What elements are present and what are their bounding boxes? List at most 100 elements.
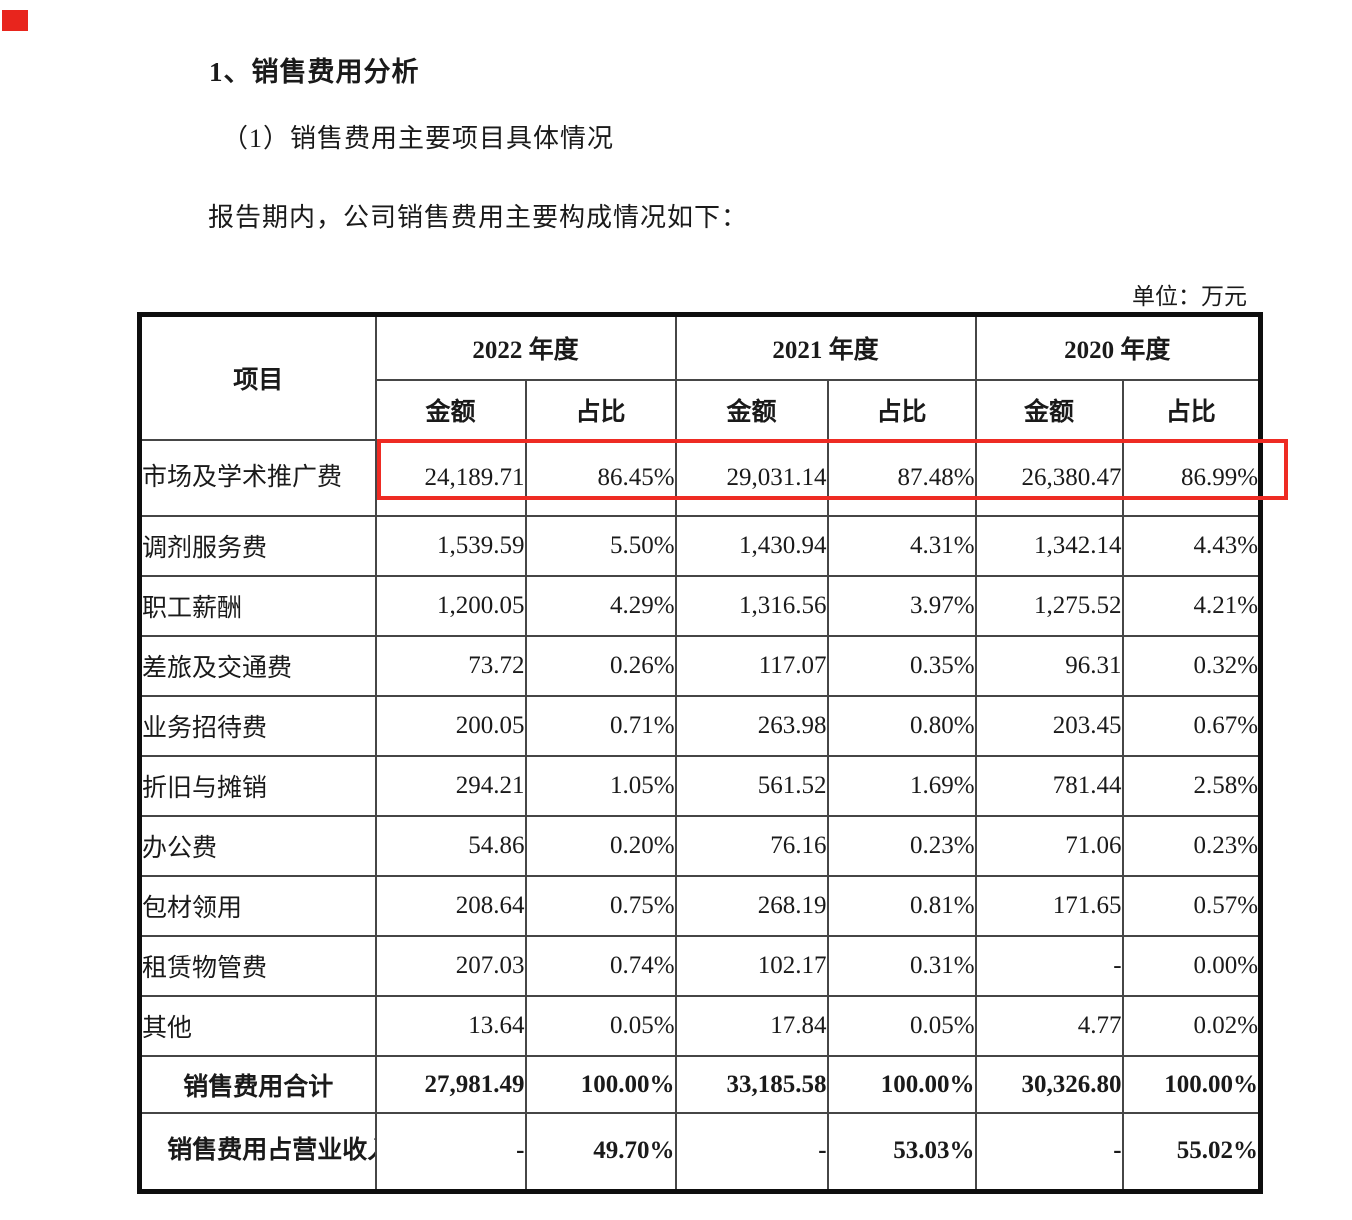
col-header-year-2021: 2021 年度 [674, 313, 977, 381]
table-row: 办公费 54.86 0.20% 76.16 0.23% 71.06 0.23% [138, 815, 1262, 877]
cell-value: 208.64 [374, 875, 527, 937]
table-row: 市场及学术推广费 24,189.71 86.45% 29,031.14 87.48% 26… [138, 439, 1262, 517]
col-header-share: 占比 [1121, 379, 1262, 441]
cell-value: 0.35% [826, 635, 977, 697]
cell-value: 71.06 [974, 815, 1124, 877]
cell-value: 0.71% [524, 695, 677, 757]
table-row: 折旧与摊销 294.21 1.05% 561.52 1.69% 781.44 2.58% [138, 755, 1262, 817]
row-label: 折旧与摊销 [138, 755, 377, 817]
cell-value: 30,326.80 [974, 1055, 1124, 1114]
cell-value: 87.48% [826, 439, 977, 517]
col-header-amount: 金额 [974, 379, 1124, 441]
cell-value: 26,380.47 [974, 439, 1124, 517]
row-label: 包材领用 [138, 875, 377, 937]
cell-value: 0.05% [826, 995, 977, 1057]
table-row: 包材领用 208.64 0.75% 268.19 0.81% 171.65 0.57% [138, 875, 1262, 937]
cell-value: 263.98 [674, 695, 829, 757]
cell-value: 0.32% [1121, 635, 1262, 697]
cell-value: 1,275.52 [974, 575, 1124, 637]
sales-expense-table: 项目 2022 年度 2021 年度 2020 年度 金额 占比 金额 占比 金… [137, 312, 1264, 1194]
cell-value: 4.43% [1121, 515, 1262, 577]
col-header-share: 占比 [524, 379, 677, 441]
row-label: 销售费用占营业收入的比例 [138, 1112, 377, 1192]
cell-value: 27,981.49 [374, 1055, 527, 1114]
col-header-year-2022: 2022 年度 [374, 313, 677, 381]
cell-value: 86.45% [524, 439, 677, 517]
table-row: 差旅及交通费 73.72 0.26% 117.07 0.35% 96.31 0.32% [138, 635, 1262, 697]
table-row: 其他 13.64 0.05% 17.84 0.05% 4.77 0.02% [138, 995, 1262, 1057]
unit-label: 单位：万元 [1132, 284, 1247, 309]
red-marker [2, 10, 28, 31]
cell-value: 100.00% [1121, 1055, 1262, 1114]
table-row: 销售费用合计 27,981.49 100.00% 33,185.58 100.00% 30… [138, 1055, 1262, 1114]
cell-value: 86.99% [1121, 439, 1262, 517]
cell-value: - [374, 1112, 527, 1192]
cell-value: 4.21% [1121, 575, 1262, 637]
cell-value: 0.74% [524, 935, 677, 997]
table-row: 业务招待费 200.05 0.71% 263.98 0.80% 203.45 0.67% [138, 695, 1262, 757]
cell-value: 0.80% [826, 695, 977, 757]
row-label: 业务招待费 [138, 695, 377, 757]
cell-value: 1,316.56 [674, 575, 829, 637]
table-row: 职工薪酬 1,200.05 4.29% 1,316.56 3.97% 1,275.52 4.… [138, 575, 1262, 637]
cell-value: 268.19 [674, 875, 829, 937]
row-label: 销售费用合计 [138, 1055, 377, 1114]
cell-value: 0.26% [524, 635, 677, 697]
row-label: 市场及学术推广费 [138, 439, 377, 517]
cell-value: 4.31% [826, 515, 977, 577]
row-label: 办公费 [138, 815, 377, 877]
cell-value: 0.31% [826, 935, 977, 997]
cell-value: 0.75% [524, 875, 677, 937]
col-header-amount: 金额 [674, 379, 829, 441]
cell-value: 207.03 [374, 935, 527, 997]
cell-value: 781.44 [974, 755, 1124, 817]
cell-value: 0.05% [524, 995, 677, 1057]
cell-value: 1,342.14 [974, 515, 1124, 577]
cell-value: 33,185.58 [674, 1055, 829, 1114]
cell-value: 55.02% [1121, 1112, 1262, 1192]
cell-value: 0.23% [826, 815, 977, 877]
cell-value: 0.02% [1121, 995, 1262, 1057]
cell-value: 100.00% [524, 1055, 677, 1114]
col-header-year-2020: 2020 年度 [974, 313, 1262, 381]
cell-value: 100.00% [826, 1055, 977, 1114]
cell-value: 1.69% [826, 755, 977, 817]
cell-value: 49.70% [524, 1112, 677, 1192]
row-label: 租赁物管费 [138, 935, 377, 997]
cell-value: 54.86 [374, 815, 527, 877]
table-row: 销售费用占营业收入的比例-49.70%-53.03%-55.02% [138, 1112, 1262, 1192]
cell-value: 13.64 [374, 995, 527, 1057]
cell-value: 53.03% [826, 1112, 977, 1192]
row-label: 其他 [138, 995, 377, 1057]
cell-value: 1.05% [524, 755, 677, 817]
table-row: 租赁物管费 207.03 0.74% 102.17 0.31% -0.00% [138, 935, 1262, 997]
cell-value: 294.21 [374, 755, 527, 817]
cell-value: - [974, 1112, 1124, 1192]
table-row: 调剂服务费 1,539.59 5.50% 1,430.94 4.31% 1,342.14 4… [138, 515, 1262, 577]
cell-value: 76.16 [674, 815, 829, 877]
cell-value: 5.50% [524, 515, 677, 577]
cell-value: - [674, 1112, 829, 1192]
col-header-item: 项目 [138, 313, 377, 441]
row-label: 差旅及交通费 [138, 635, 377, 697]
cell-value: 0.20% [524, 815, 677, 877]
cell-value: 17.84 [674, 995, 829, 1057]
cell-value: 102.17 [674, 935, 829, 997]
section-heading: 1、销售费用分析 [209, 57, 420, 87]
cell-value: 0.00% [1121, 935, 1262, 997]
row-label: 职工薪酬 [138, 575, 377, 637]
cell-value: 0.67% [1121, 695, 1262, 757]
cell-value: 117.07 [674, 635, 829, 697]
cell-value: 203.45 [974, 695, 1124, 757]
cell-value: 0.57% [1121, 875, 1262, 937]
col-header-amount: 金额 [374, 379, 527, 441]
cell-value: 4.29% [524, 575, 677, 637]
cell-value: 1,200.05 [374, 575, 527, 637]
cell-value: 200.05 [374, 695, 527, 757]
row-label: 调剂服务费 [138, 515, 377, 577]
cell-value: 4.77 [974, 995, 1124, 1057]
intro-paragraph: 报告期内，公司销售费用主要构成情况如下： [208, 203, 749, 232]
cell-value: 0.23% [1121, 815, 1262, 877]
cell-value: 29,031.14 [674, 439, 829, 517]
cell-value: 171.65 [974, 875, 1124, 937]
